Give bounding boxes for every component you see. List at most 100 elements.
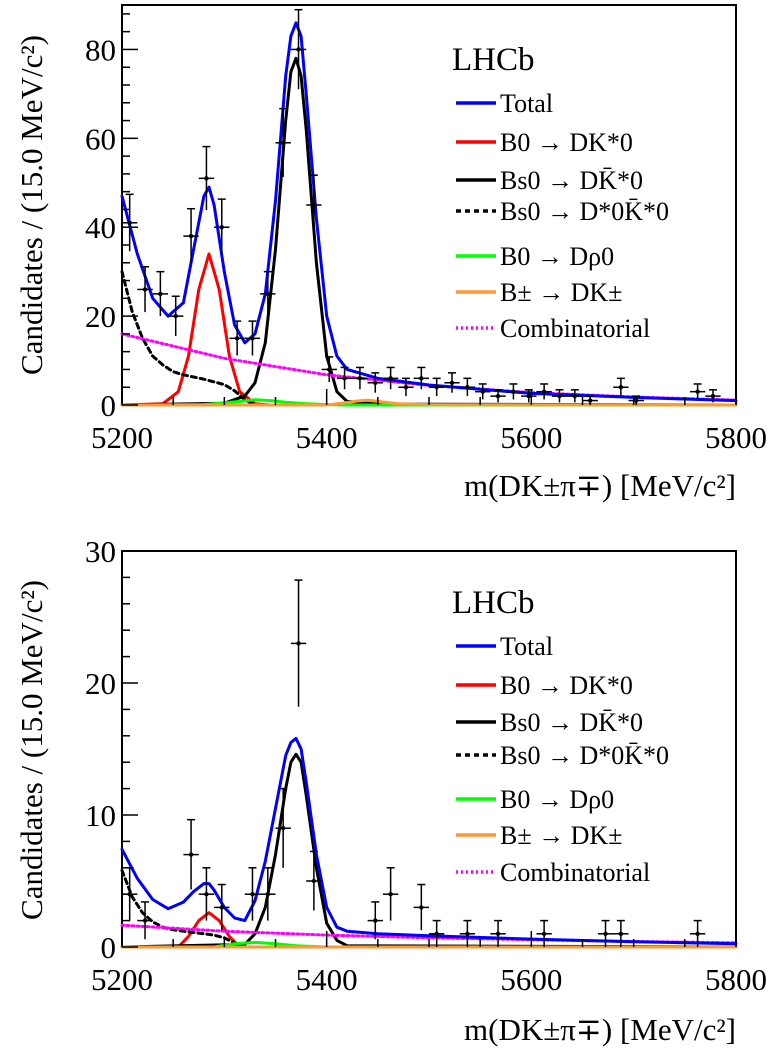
data-point-marker	[465, 385, 470, 390]
legend-item-bs-dstar-kbar: Bs0 → D*0K̄*0	[456, 197, 669, 226]
legend-item-total: Total	[456, 632, 553, 661]
data-point-marker	[311, 878, 317, 884]
x-tick-label: 5800	[705, 962, 767, 997]
data-point	[229, 320, 245, 356]
data-point	[398, 377, 414, 397]
data-point	[137, 901, 153, 940]
data-point-marker	[265, 291, 271, 297]
legend-label: B0 → DK*0	[500, 128, 633, 157]
legend-item-bs-dkbar: Bs0 → DK̄*0	[456, 708, 643, 737]
legend-label: Bs0 → DK̄*0	[500, 166, 643, 195]
data-point	[198, 145, 215, 211]
data-point-marker	[173, 313, 178, 319]
data-point	[705, 389, 721, 403]
legend-label: Combinatorial	[500, 858, 650, 887]
data-point	[613, 919, 629, 947]
data-point-marker	[250, 892, 255, 897]
tick-labels: 5200 5400 5600 5800 0 10 20 30	[85, 534, 767, 997]
x-tick-label: 5200	[91, 420, 153, 455]
data-point-marker	[158, 291, 163, 297]
data-point-marker	[219, 225, 224, 230]
data-point	[689, 919, 706, 947]
legend-label: Bs0 → D*0K̄*0	[500, 197, 669, 226]
x-axis-title: m(DK±π∓) [MeV/c²]	[464, 468, 736, 503]
data-point-marker	[710, 393, 716, 399]
y-axis-title: Candidates / (15.0 MeV/c²)	[14, 35, 49, 375]
y-tick-label: 20	[85, 299, 116, 334]
data-point-marker	[618, 385, 624, 390]
data-point-marker	[557, 393, 562, 399]
bottom-plot-panel: 5200 5400 5600 5800 0 10 20 30 Candidates / (15…	[14, 534, 767, 1047]
data-point-marker	[695, 931, 700, 936]
data-point-marker	[495, 931, 501, 936]
data-point	[260, 270, 276, 317]
data-point-marker	[373, 918, 378, 923]
data-point	[367, 901, 383, 940]
series-curve-bs0-d-0k-0	[120, 868, 247, 949]
data-point	[137, 266, 153, 313]
data-point-marker	[188, 852, 194, 857]
data-point	[275, 107, 291, 177]
legend-label: Bs0 → D*0K̄*0	[500, 741, 669, 770]
series-curve-bs0-dk-0	[120, 56, 738, 407]
data-point-marker	[373, 380, 378, 385]
y-tick-label: 80	[85, 32, 116, 67]
legend-item-b0-drho: B0 → Dρ0	[456, 242, 614, 271]
data-point	[183, 207, 199, 264]
data-point	[536, 383, 552, 400]
legend-label: B± → DK±	[500, 821, 622, 850]
data-point	[413, 366, 429, 390]
legend: Total B0 → DK*0 Bs0 → DK̄*0 Bs0 → D*0K̄*…	[456, 89, 669, 343]
data-point	[306, 850, 322, 911]
y-tick-label: 30	[85, 534, 116, 569]
x-tick-label: 5200	[91, 962, 153, 997]
data-point-marker	[234, 336, 240, 341]
x-axis-title: m(DK±π∓) [MeV/c²]	[464, 1012, 736, 1047]
x-tick-label: 5400	[296, 420, 358, 455]
legend-item-b0-dk: B0 → DK*0	[456, 128, 633, 157]
series-curve-total	[120, 736, 738, 946]
data-point	[628, 395, 644, 405]
data-point	[413, 883, 429, 931]
data-point	[352, 366, 368, 390]
data-point	[183, 818, 199, 890]
data-point-marker	[419, 376, 424, 381]
data-point	[475, 383, 491, 400]
data-point-marker	[342, 376, 347, 381]
data-point	[429, 919, 445, 947]
legend-label: B± → DK±	[500, 278, 622, 307]
data-point-marker	[449, 380, 455, 385]
data-point-marker	[142, 918, 148, 923]
data-point-marker	[265, 892, 271, 897]
data-point-marker	[250, 336, 255, 341]
data-point-marker	[634, 398, 639, 403]
legend-item-bpm-dk: B± → DK±	[456, 278, 622, 307]
data-point-marker	[526, 393, 531, 399]
data-point-marker	[618, 931, 624, 936]
data-point	[244, 320, 261, 356]
data-point	[336, 366, 353, 390]
lhcb-brand-label: LHCb	[452, 585, 535, 621]
legend-label: Total	[500, 632, 553, 661]
data-point	[321, 356, 337, 383]
y-axis-title: Candidates / (15.0 MeV/c²)	[14, 580, 49, 920]
data-point	[306, 174, 322, 235]
legend-item-bs-dstar-kbar: Bs0 → D*0K̄*0	[456, 741, 669, 770]
data-point	[168, 295, 184, 336]
data-point	[214, 198, 230, 256]
data-point-marker	[280, 826, 286, 831]
series-curve-total	[120, 21, 738, 403]
legend-item-bs-dkbar: Bs0 → DK̄*0	[456, 166, 643, 195]
data-point	[490, 389, 506, 403]
y-tick-label: 0	[101, 388, 117, 423]
data-point-marker	[204, 176, 209, 181]
legend-label: Total	[500, 89, 553, 118]
legend-label: B0 → Dρ0	[500, 785, 614, 814]
data-point-marker	[419, 905, 424, 910]
axis-ticks	[121, 13, 737, 406]
data-point-marker	[495, 393, 501, 399]
data-point	[367, 372, 383, 393]
x-tick-label: 5800	[705, 420, 767, 455]
y-tick-label: 0	[101, 930, 117, 965]
